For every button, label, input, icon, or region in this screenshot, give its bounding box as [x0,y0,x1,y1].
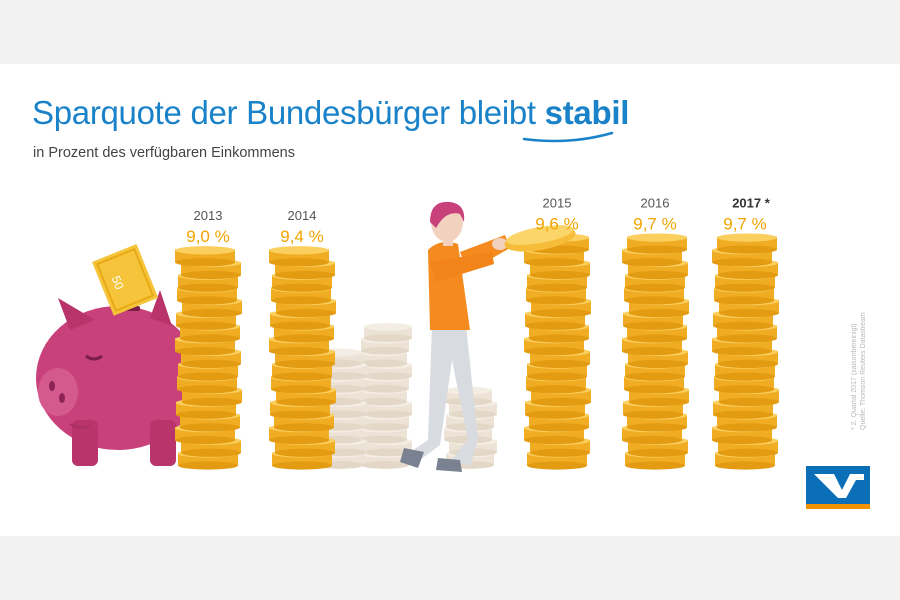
volksbank-logo [806,466,870,509]
banknote-value: 50 [109,274,127,292]
coin-stack-2013 [175,246,242,470]
year-label: 2014 [288,208,317,223]
banknote: 50 [92,244,159,316]
footnote-line-2: Quelle: Thomson Reuters Datastream [860,312,867,430]
year-label: 2015 [543,195,572,210]
subtitle: in Prozent des verfügbaren Einkommens [33,145,295,161]
title-main: Sparquote der Bundesbürger bleibt [32,94,536,131]
page-title: Sparquote der Bundesbürger bleibt stabil [32,94,629,132]
coin-stack-2017 [712,233,779,470]
coin-stack-2015 [524,233,591,470]
value-label: 9,0 % [186,227,229,246]
title-emphasis: stabil [544,94,630,131]
year-label: 2013 [194,208,223,223]
value-label: 9,7 % [633,214,676,233]
value-label: 9,7 % [723,214,766,233]
value-label: 9,6 % [535,214,578,233]
footnote-line-1: * 2. Quartal 2017 (saisonbereinigt) [851,323,858,430]
coin-stacks [175,233,779,470]
value-label: 9,4 % [280,227,323,246]
year-label: 2016 [641,195,670,210]
coin-stack-2014 [269,246,336,470]
source-footnote: * 2. Quartal 2017 (saisonbereinigt) Quel… [850,312,868,430]
coin-stack-2016 [622,233,689,470]
year-label: 2017 * [732,195,771,210]
person-figure [400,201,576,472]
chart-labels: 9,0 % 2013 9,4 % 2014 9,6 % 2015 9,7 % 2016 9,7 … [186,195,770,246]
